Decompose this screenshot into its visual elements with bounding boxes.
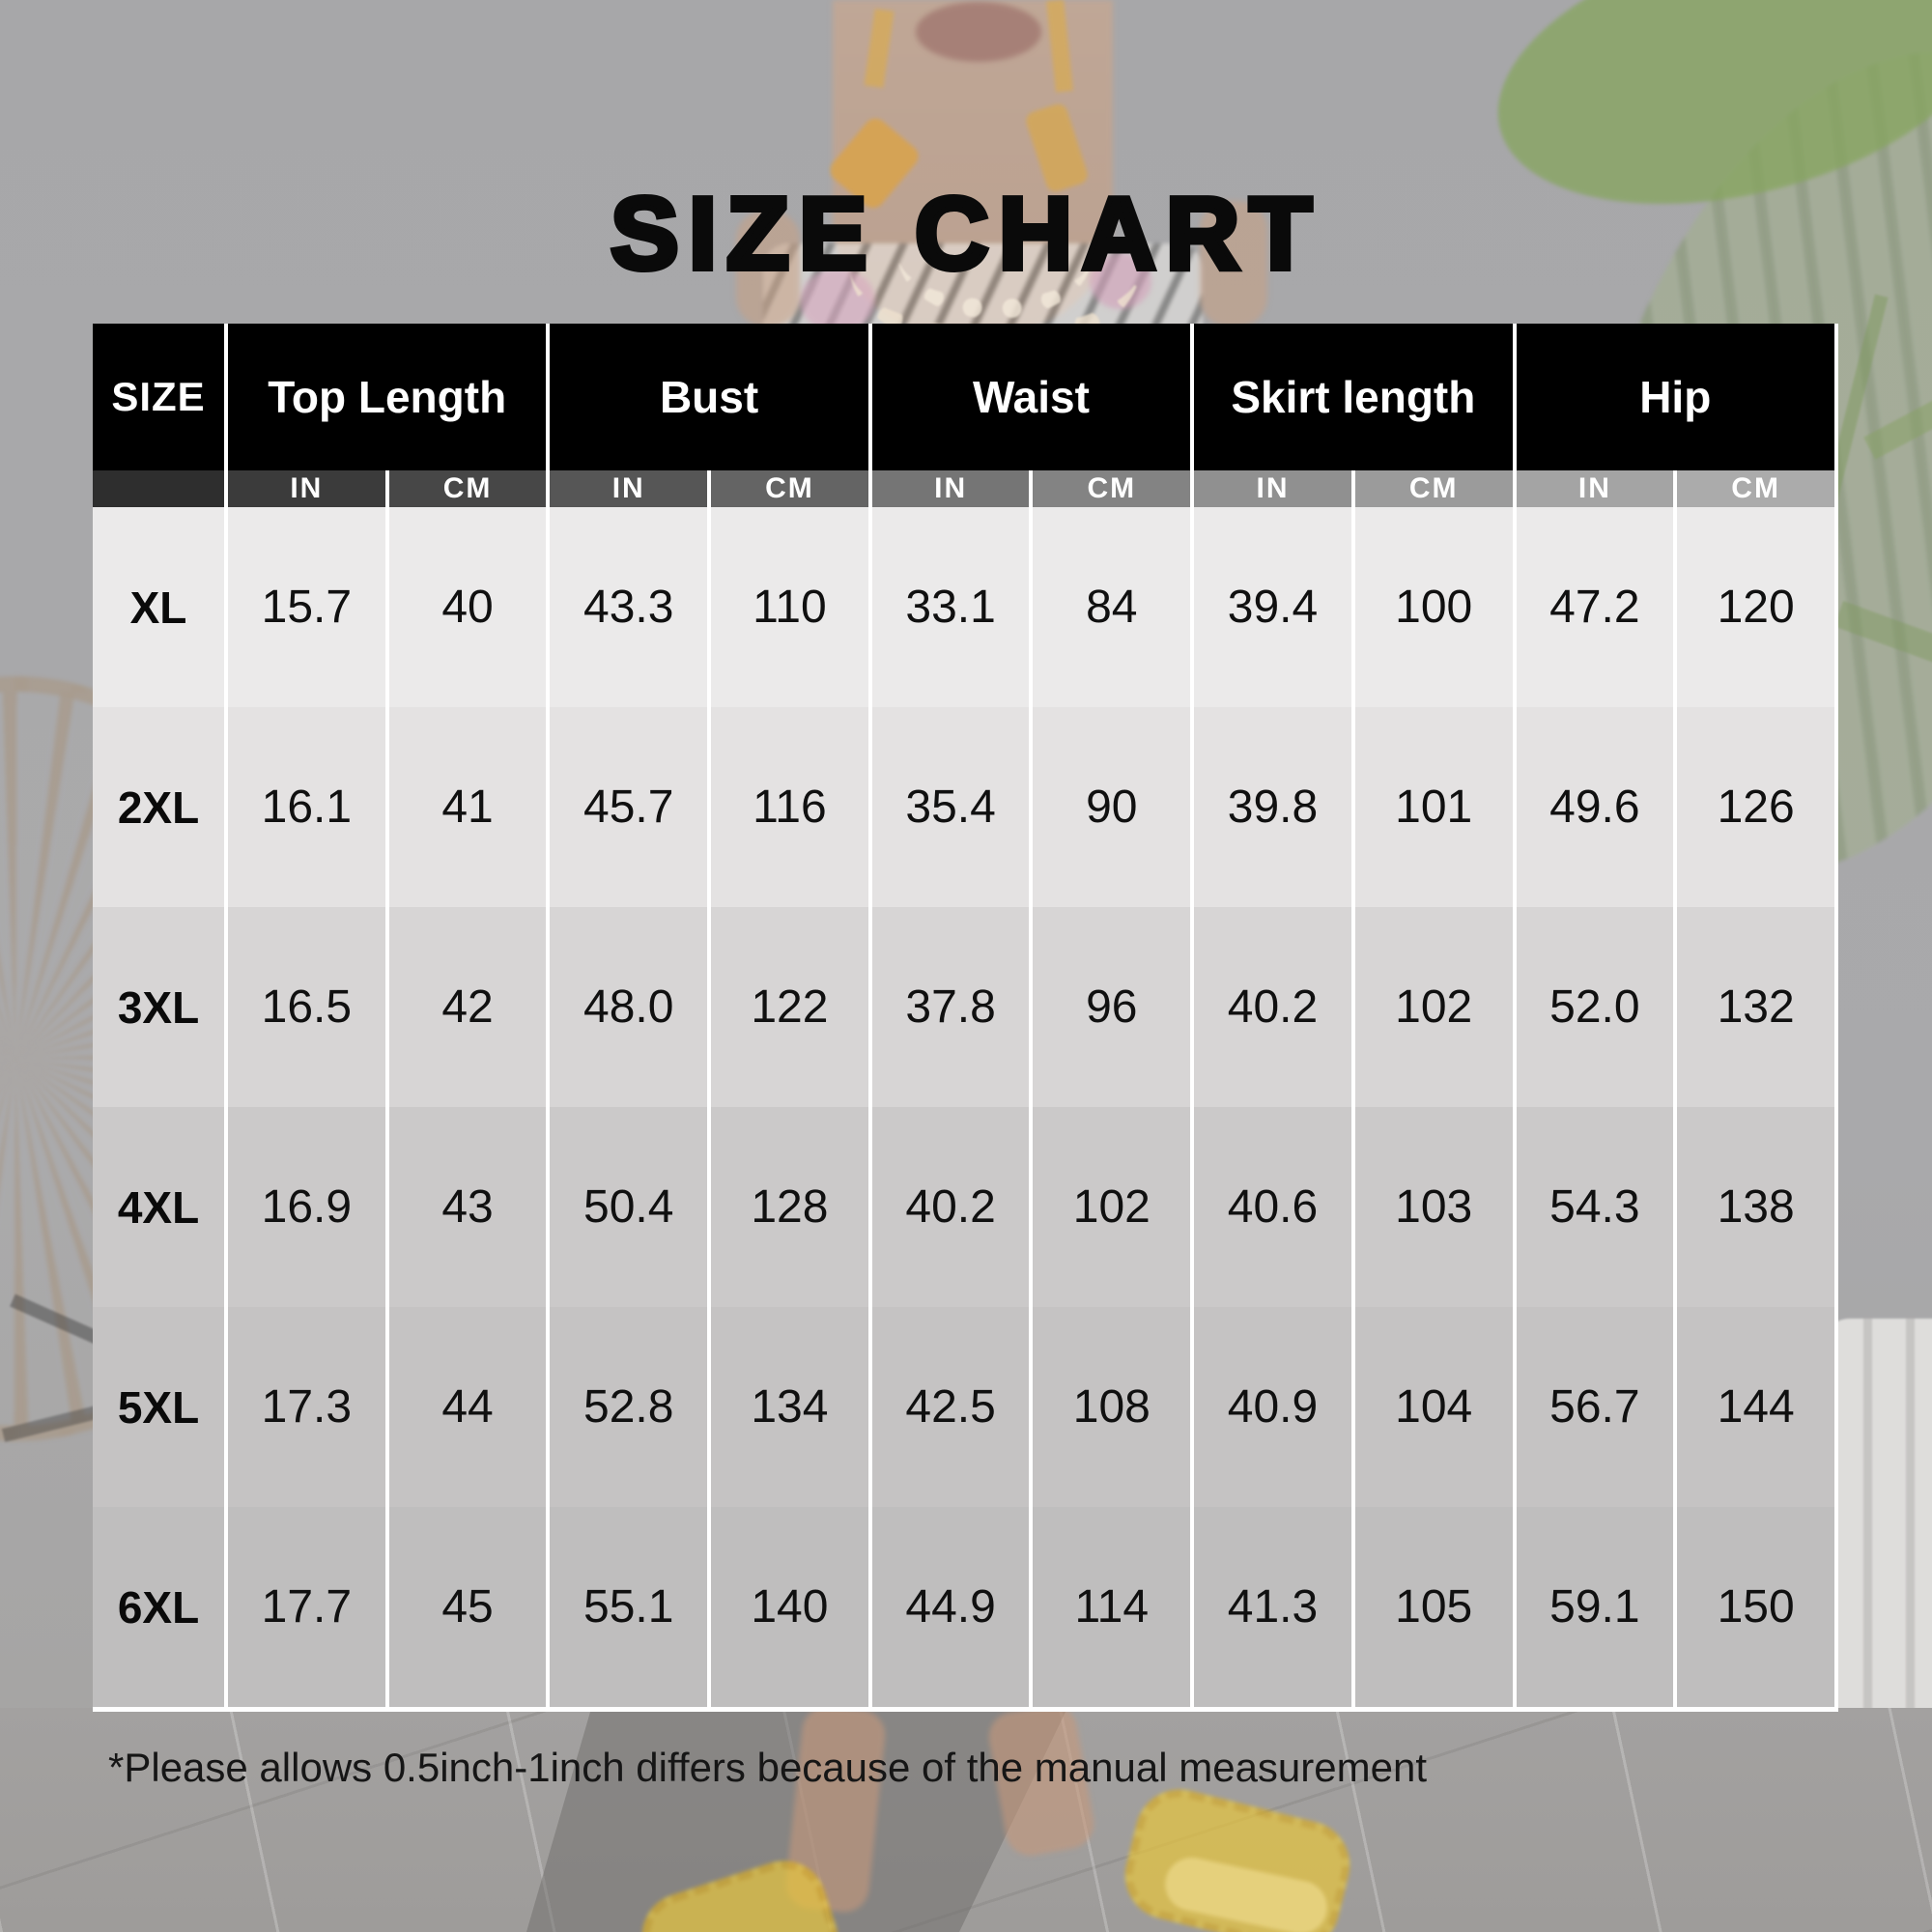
- unit-cm-header: CM: [1677, 470, 1838, 507]
- cell: 96: [1033, 907, 1195, 1107]
- table-row: 4XL 16.9 43 50.4 128 40.2 102 40.6 103 5…: [93, 1107, 1838, 1307]
- unit-in-header: IN: [1194, 470, 1355, 507]
- cell: 35.4: [871, 707, 1034, 907]
- cell: 128: [711, 1107, 872, 1307]
- size-label: 5XL: [93, 1307, 228, 1507]
- cell: 37.8: [871, 907, 1034, 1107]
- column-header-top-length: Top Length: [228, 324, 551, 470]
- cell: 102: [1033, 1107, 1195, 1307]
- units-row: IN CM IN CM IN CM IN CM IN CM: [93, 470, 1838, 507]
- cell: 104: [1354, 1307, 1517, 1507]
- planter-pot-shape: [1821, 1319, 1932, 1734]
- cell: 134: [711, 1307, 872, 1507]
- cell: 50.4: [550, 1107, 712, 1307]
- column-header-bust: Bust: [550, 324, 872, 470]
- column-header-hip: Hip: [1516, 324, 1838, 470]
- cell: 16.5: [228, 907, 389, 1107]
- cell: 45: [388, 1507, 551, 1707]
- cell: 126: [1677, 707, 1838, 907]
- cell: 90: [1033, 707, 1195, 907]
- cell: 48.0: [550, 907, 712, 1107]
- table-row: 2XL 16.1 41 45.7 116 35.4 90 39.8 101 49…: [93, 707, 1838, 907]
- cell: 108: [1033, 1307, 1195, 1507]
- cell: 84: [1033, 507, 1195, 707]
- cell: 105: [1354, 1507, 1517, 1707]
- size-label: 2XL: [93, 707, 228, 907]
- table-row: 5XL 17.3 44 52.8 134 42.5 108 40.9 104 5…: [93, 1307, 1838, 1507]
- size-chart-table: SIZE Top Length Bust Waist Skirt length …: [93, 324, 1838, 1712]
- cell: 100: [1354, 507, 1517, 707]
- cell: 103: [1354, 1107, 1517, 1307]
- cell: 140: [711, 1507, 872, 1707]
- cell: 40.9: [1194, 1307, 1355, 1507]
- cell: 120: [1677, 507, 1838, 707]
- cell: 144: [1677, 1307, 1838, 1507]
- cell: 44.9: [871, 1507, 1034, 1707]
- model-lips-shape: [916, 2, 1041, 62]
- cell: 101: [1354, 707, 1517, 907]
- size-label: XL: [93, 507, 228, 707]
- cell: 17.7: [228, 1507, 389, 1707]
- cell: 41.3: [1194, 1507, 1355, 1707]
- units-corner-cell: [93, 470, 228, 507]
- cell: 45.7: [550, 707, 712, 907]
- cell: 132: [1677, 907, 1838, 1107]
- cell: 39.4: [1194, 507, 1355, 707]
- cell: 59.1: [1516, 1507, 1678, 1707]
- cell: 55.1: [550, 1507, 712, 1707]
- column-header-waist: Waist: [871, 324, 1195, 470]
- cell: 44: [388, 1307, 551, 1507]
- cell: 16.9: [228, 1107, 389, 1307]
- header-row: SIZE Top Length Bust Waist Skirt length …: [93, 324, 1838, 470]
- table-row: XL 15.7 40 43.3 110 33.1 84 39.4 100 47.…: [93, 507, 1838, 707]
- cell: 41: [388, 707, 551, 907]
- page-title: SIZE CHART: [608, 174, 1321, 294]
- unit-cm-header: CM: [388, 470, 551, 507]
- unit-cm-header: CM: [1354, 470, 1517, 507]
- cell: 40.6: [1194, 1107, 1355, 1307]
- cell: 47.2: [1516, 507, 1678, 707]
- cell: 150: [1677, 1507, 1838, 1707]
- unit-cm-header: CM: [711, 470, 872, 507]
- cell: 16.1: [228, 707, 389, 907]
- cell: 114: [1033, 1507, 1195, 1707]
- cell: 17.3: [228, 1307, 389, 1507]
- cell: 33.1: [871, 507, 1034, 707]
- size-label: 4XL: [93, 1107, 228, 1307]
- cell: 138: [1677, 1107, 1838, 1307]
- measurement-disclaimer: *Please allows 0.5inch-1inch differs bec…: [108, 1745, 1427, 1790]
- cell: 42.5: [871, 1307, 1034, 1507]
- cell: 52.8: [550, 1307, 712, 1507]
- cell: 40.2: [1194, 907, 1355, 1107]
- cell: 49.6: [1516, 707, 1678, 907]
- cell: 42: [388, 907, 551, 1107]
- size-label: 6XL: [93, 1507, 228, 1707]
- table-row: 6XL 17.7 45 55.1 140 44.9 114 41.3 105 5…: [93, 1507, 1838, 1707]
- model-arm-shape: [736, 211, 800, 327]
- cell: 15.7: [228, 507, 389, 707]
- cell: 56.7: [1516, 1307, 1678, 1507]
- column-header-skirt-length: Skirt length: [1194, 324, 1517, 470]
- unit-in-header: IN: [871, 470, 1034, 507]
- cell: 102: [1354, 907, 1517, 1107]
- cell: 40: [388, 507, 551, 707]
- cell: 110: [711, 507, 872, 707]
- cell: 116: [711, 707, 872, 907]
- cell: 40.2: [871, 1107, 1034, 1307]
- cell: 122: [711, 907, 872, 1107]
- unit-in-header: IN: [1516, 470, 1678, 507]
- cell: 52.0: [1516, 907, 1678, 1107]
- model-arm-shape: [1200, 201, 1267, 327]
- size-column-header: SIZE: [93, 324, 228, 470]
- cell: 39.8: [1194, 707, 1355, 907]
- unit-in-header: IN: [228, 470, 389, 507]
- cell: 43.3: [550, 507, 712, 707]
- size-label: 3XL: [93, 907, 228, 1107]
- table-row: 3XL 16.5 42 48.0 122 37.8 96 40.2 102 52…: [93, 907, 1838, 1107]
- cell: 54.3: [1516, 1107, 1678, 1307]
- unit-in-header: IN: [550, 470, 712, 507]
- unit-cm-header: CM: [1033, 470, 1195, 507]
- cell: 43: [388, 1107, 551, 1307]
